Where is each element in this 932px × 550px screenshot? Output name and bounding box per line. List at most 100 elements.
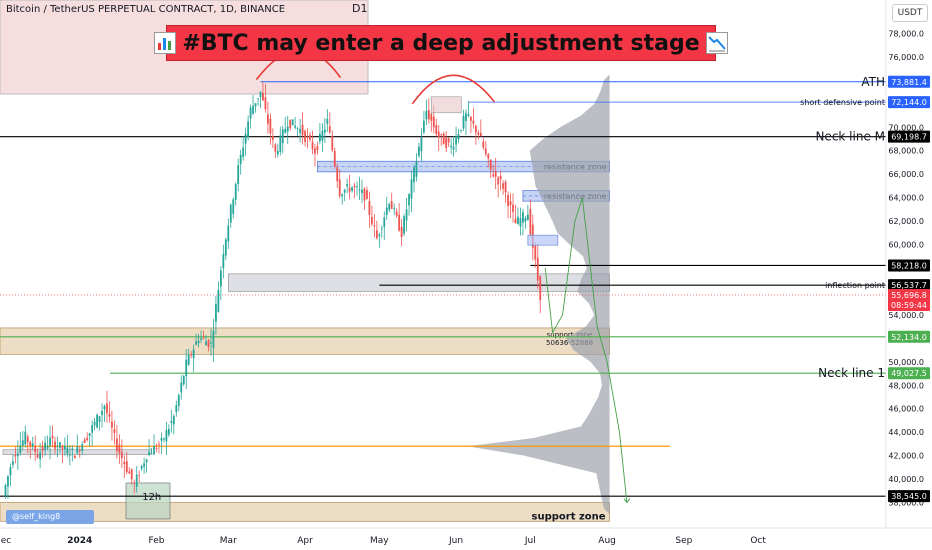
candle-body [29, 441, 32, 446]
candle-body [145, 459, 148, 463]
candle-body [242, 147, 245, 157]
candle-body [197, 340, 200, 343]
candle-body [465, 113, 467, 122]
price-level-tag-bg [888, 75, 930, 88]
candle-body [328, 126, 331, 133]
candle-body [306, 136, 309, 138]
candle-body [66, 447, 69, 454]
y-tick-label: 46,000.0 [888, 405, 924, 414]
candle-body [254, 103, 257, 107]
candle-body [507, 195, 509, 207]
y-tick-label: 70,000.0 [888, 123, 924, 132]
current-price-tag: 55,696.8 [891, 291, 927, 300]
candle-body [148, 451, 150, 455]
candle-body [44, 442, 46, 450]
candle-body [175, 405, 178, 413]
candle-body [264, 97, 267, 110]
candle-body [472, 120, 475, 124]
candle-body [378, 234, 381, 237]
candle-body [435, 125, 438, 135]
candle-body [71, 448, 74, 450]
zone-box [0, 327, 610, 355]
candle-body [489, 159, 492, 170]
currency-button[interactable]: USDT [892, 4, 928, 22]
candle-body [388, 203, 391, 210]
candle-body [76, 446, 79, 453]
candle-body [155, 448, 158, 450]
candle-body [83, 439, 86, 444]
author-handle: @self_king8 [6, 510, 94, 524]
candle-body [237, 164, 240, 184]
candle-body [130, 469, 133, 480]
candle-body [484, 148, 487, 155]
candle-body [348, 187, 351, 192]
candle-body [410, 179, 413, 199]
projection-arrow [623, 498, 631, 504]
candle-body [93, 421, 96, 426]
candle-body [437, 131, 440, 138]
x-tick-label: Jul [524, 536, 536, 546]
candle-body [224, 239, 227, 256]
top-range-box [431, 96, 462, 114]
candle-body [46, 445, 49, 449]
candle-body [24, 431, 27, 445]
candle-body [408, 194, 410, 206]
candle-body [514, 218, 517, 224]
y-tick-label: 64,000.0 [888, 194, 924, 203]
x-tick-label: Aug [598, 536, 616, 546]
candle-body [31, 443, 34, 447]
candle-body [405, 209, 408, 221]
candle-body [517, 216, 519, 224]
candle-body [353, 185, 356, 188]
candle-body [244, 133, 247, 144]
candle-body [247, 121, 250, 138]
x-tick-label: May [370, 536, 389, 546]
price-level-tag: 69,198.7 [891, 133, 927, 142]
candle-body [158, 444, 160, 445]
candle-body [440, 134, 443, 135]
volume-profile [467, 74, 610, 515]
candle-body [78, 449, 81, 451]
candle-body [19, 445, 22, 453]
candle-body [234, 183, 237, 200]
y-tick-label: 38,000.0 [888, 499, 924, 508]
candle-body [177, 395, 180, 406]
candle-body [321, 130, 324, 141]
candle-body [259, 91, 262, 98]
candle-body [385, 207, 388, 215]
candle-body [34, 446, 37, 452]
candle-body [319, 133, 321, 142]
price-level-label: ATH [861, 75, 885, 89]
candle-body [135, 474, 138, 488]
candle-body [170, 420, 173, 423]
candle-body [267, 114, 269, 124]
title-text: #BTC may enter a deep adjustment stage [182, 30, 700, 56]
candle-body [534, 245, 537, 260]
candle-body [509, 201, 512, 206]
y-tick-label: 78,000.0 [888, 29, 924, 38]
candle-body [356, 186, 358, 188]
candle-body [111, 421, 113, 428]
candle-body [314, 148, 316, 154]
title-banner: #BTC may enter a deep adjustment stage [154, 25, 728, 61]
candle-body [274, 144, 277, 152]
candle-body [304, 130, 306, 142]
candle-body [88, 433, 91, 436]
price-level-tag: 49,027.5 [891, 369, 927, 378]
candle-body [445, 137, 448, 149]
candle-body [420, 137, 423, 152]
candle-body [81, 444, 84, 451]
candle-body [474, 125, 477, 133]
x-tick-label: Jun [448, 536, 463, 546]
candle-body [9, 467, 12, 476]
candle-body [467, 114, 470, 116]
candle-body [479, 132, 482, 137]
symbol-title: Bitcoin / TetherUS PERPETUAL CONTRACT, 1… [6, 4, 286, 15]
candle-body [398, 214, 401, 231]
candle-body [63, 445, 66, 450]
zone-label: support zone [547, 331, 593, 339]
y-tick-label: 54,000.0 [888, 311, 924, 320]
candle-body [26, 436, 29, 443]
candle-body [351, 187, 353, 191]
candle-body [123, 462, 126, 465]
